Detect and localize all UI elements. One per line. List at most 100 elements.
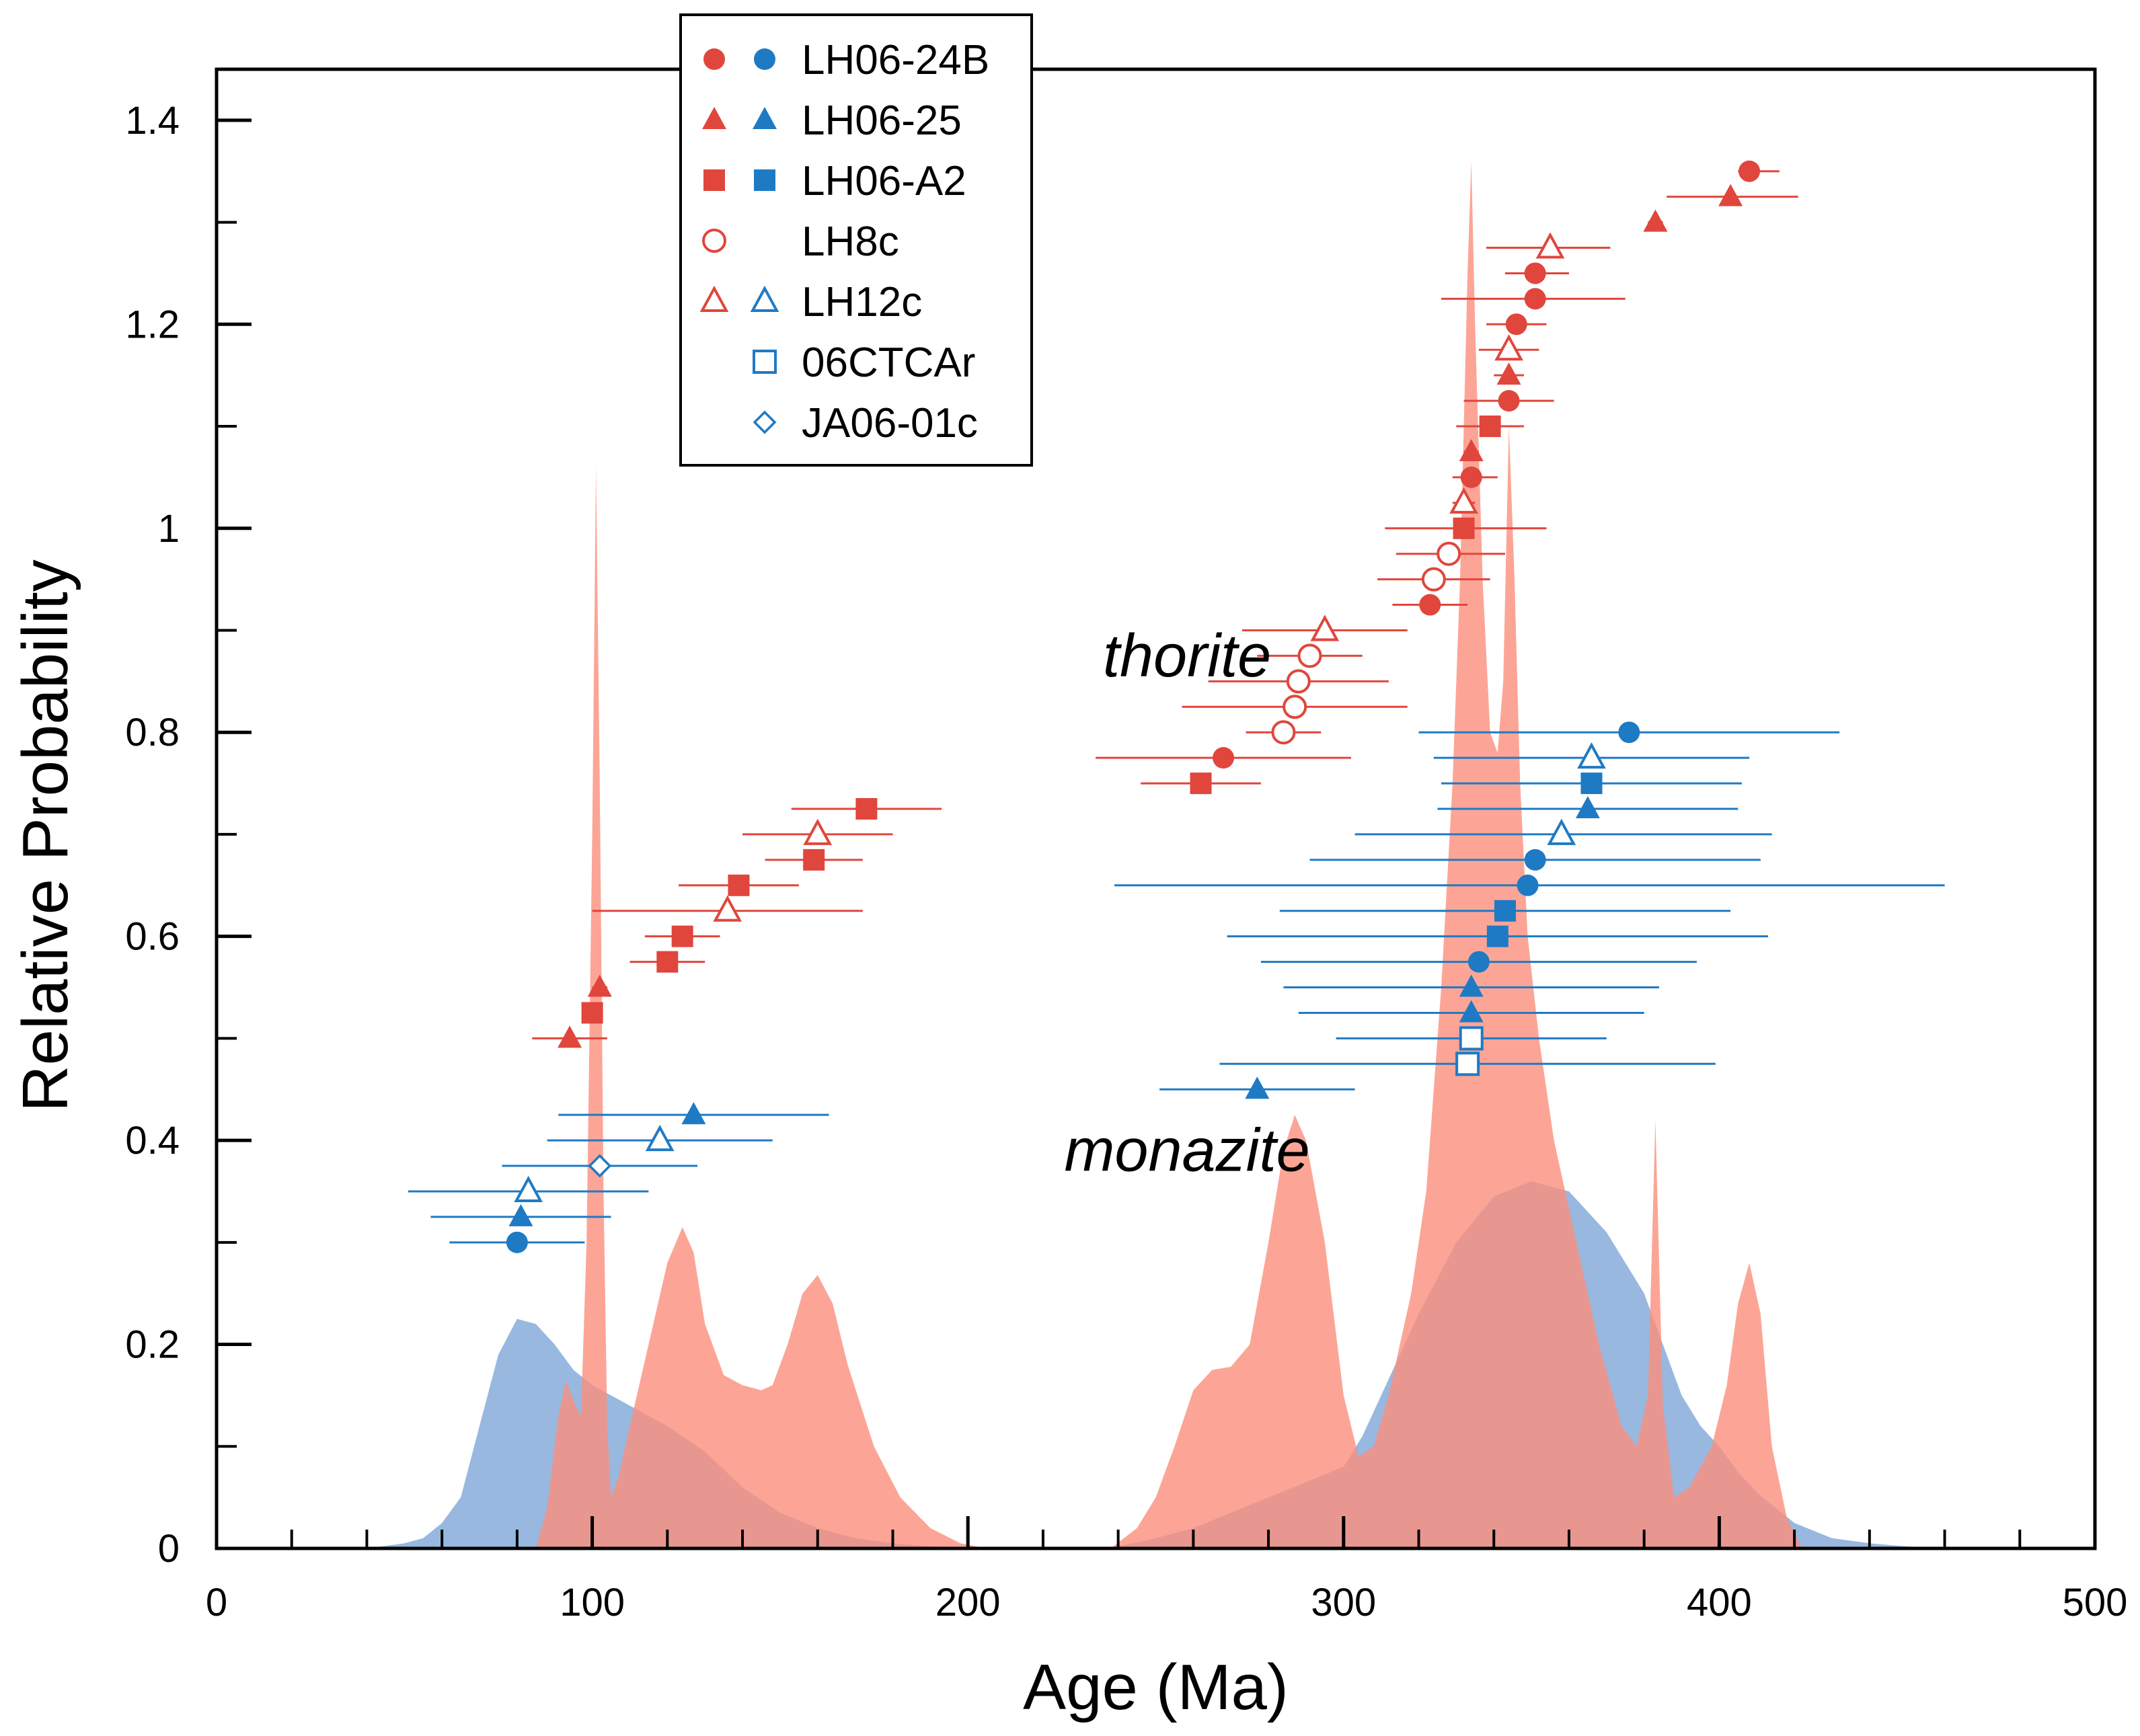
legend-monazite-marker	[753, 107, 777, 129]
y-axis-label: Relative Probability	[9, 559, 81, 1112]
monazite-data-point	[506, 1231, 528, 1253]
thorite-data-point	[1449, 487, 1478, 514]
thorite-data-point	[1524, 262, 1546, 284]
thorite-data-point	[1453, 517, 1475, 539]
thorite-data-point	[1190, 773, 1212, 795]
thorite-density-area	[517, 161, 1802, 1548]
data-markers	[506, 160, 1761, 1253]
thorite-data-point	[855, 798, 878, 820]
x-tick-label: 0	[206, 1581, 227, 1624]
legend-label: LH8c	[802, 219, 899, 265]
thorite-data-point	[1738, 160, 1761, 182]
x-tick-label: 200	[935, 1581, 1001, 1624]
monazite-data-point	[1494, 900, 1516, 922]
thorite-data-point	[1271, 720, 1296, 745]
y-tick-label: 1	[158, 507, 180, 551]
y-tick-label: 1.4	[125, 99, 180, 143]
thorite-data-point	[1297, 643, 1322, 668]
y-tick-label: 0.8	[125, 711, 180, 754]
legend-label: LH12c	[802, 279, 922, 325]
monazite-data-point	[1467, 951, 1490, 973]
legend-label: LH06-A2	[802, 158, 966, 204]
legend-label: 06CTCAr	[802, 340, 975, 386]
legend-monazite-marker	[753, 350, 777, 374]
thorite-data-point	[1286, 669, 1311, 694]
y-tick-label: 0.4	[125, 1119, 180, 1162]
thorite-data-point	[1213, 747, 1235, 769]
thorite-data-point	[803, 849, 825, 871]
thorite-data-point	[1419, 594, 1441, 616]
thorite-data-point	[671, 925, 693, 947]
legend-box	[679, 13, 1033, 467]
x-tick-label: 300	[1311, 1581, 1376, 1624]
y-tick-label: 0	[158, 1527, 180, 1571]
x-tick-label: 500	[2063, 1581, 2128, 1624]
thorite-data-point	[1643, 209, 1668, 232]
y-tick-label: 0.6	[125, 915, 180, 959]
density-curves	[329, 161, 1945, 1548]
monazite-data-point	[1245, 1076, 1270, 1099]
monazite-data-point	[645, 1124, 675, 1152]
thorite-annotation: thorite	[1103, 623, 1271, 690]
monazite-data-point	[1618, 721, 1640, 744]
thorite-data-point	[1496, 362, 1521, 385]
thorite-data-point	[656, 951, 679, 973]
thorite-data-point	[1524, 288, 1546, 310]
monazite-data-point	[1459, 1000, 1484, 1023]
thorite-data-point	[1535, 232, 1565, 259]
annotations: thorite monazite	[1064, 623, 1309, 1185]
monazite-data-point	[1486, 925, 1508, 947]
legend-thorite-marker	[703, 169, 725, 191]
legend-thorite-marker	[703, 48, 725, 70]
thorite-data-point	[581, 1002, 603, 1024]
x-axis-label: Age (Ma)	[1023, 1651, 1289, 1723]
thorite-data-point	[1421, 567, 1446, 592]
thorite-data-point	[728, 874, 750, 896]
legend-label: LH06-24B	[802, 37, 989, 83]
legend-monazite-marker	[754, 169, 775, 191]
x-axis-ticks: 0 100 200 300 400 500	[206, 1516, 2128, 1624]
monazite-data-point	[1547, 818, 1576, 845]
thorite-data-point	[1494, 334, 1523, 361]
monazite-data-point	[1455, 1052, 1480, 1076]
monazite-data-point	[588, 1154, 612, 1178]
monazite-data-point	[1577, 742, 1606, 769]
monazite-data-point	[1575, 796, 1600, 818]
thorite-data-point	[558, 1025, 582, 1048]
minor-ticks	[217, 221, 2022, 1548]
monazite-data-point	[1580, 773, 1603, 795]
thorite-data-point	[587, 974, 612, 997]
y-tick-label: 1.2	[125, 303, 180, 346]
y-tick-label: 0.2	[125, 1323, 180, 1367]
legend-label: LH06-25	[802, 97, 962, 144]
legend-monazite-marker	[750, 285, 779, 312]
x-tick-label: 100	[560, 1581, 625, 1624]
thorite-data-point	[1437, 541, 1461, 566]
plot-frame	[215, 67, 2097, 1550]
thorite-data-point	[1498, 390, 1520, 412]
thorite-data-point	[1459, 438, 1484, 461]
thorite-data-point	[1460, 466, 1482, 488]
thorite-data-point	[1283, 695, 1307, 719]
monazite-data-point	[514, 1175, 543, 1202]
legend-monazite-marker	[753, 410, 777, 434]
monazite-annotation: monazite	[1064, 1117, 1309, 1185]
legend-thorite-marker	[702, 229, 726, 253]
thorite-data-point	[1479, 416, 1501, 438]
monazite-data-point	[508, 1204, 533, 1226]
legend-thorite-marker	[699, 285, 729, 312]
thorite-data-point	[1310, 615, 1340, 641]
legend: LH06-24B LH06-25 LH06-A2 LH8c LH12c 06CTCAr JA…	[679, 13, 1033, 467]
monazite-data-point	[1459, 974, 1484, 997]
monazite-data-point	[1517, 874, 1539, 896]
monazite-data-point	[1524, 849, 1546, 871]
y-axis-ticks: 0 0.2 0.4 0.6 0.8 1 1.2 1.4	[125, 99, 252, 1571]
monazite-data-point	[1459, 1026, 1484, 1051]
thorite-data-point	[1718, 184, 1743, 206]
legend-thorite-marker	[702, 107, 726, 129]
monazite-data-point	[681, 1102, 706, 1125]
legend-label: JA06-01c	[802, 400, 978, 446]
x-tick-label: 400	[1687, 1581, 1752, 1624]
